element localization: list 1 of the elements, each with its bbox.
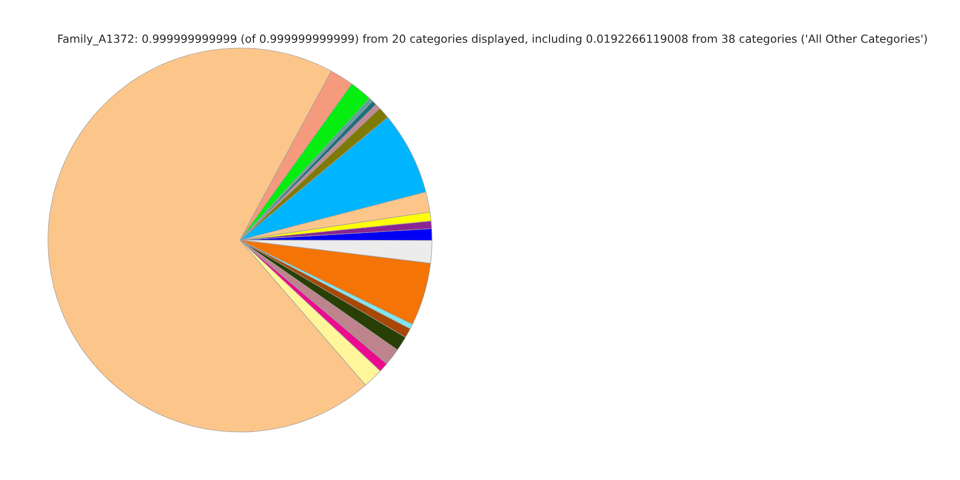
text: Family_A1372: 0.999999999999 (of 0.999999999999) from 20 categories displayed, including 0.0192266119008 from 38 categories ('All Other Categories') [58,34,927,46]
